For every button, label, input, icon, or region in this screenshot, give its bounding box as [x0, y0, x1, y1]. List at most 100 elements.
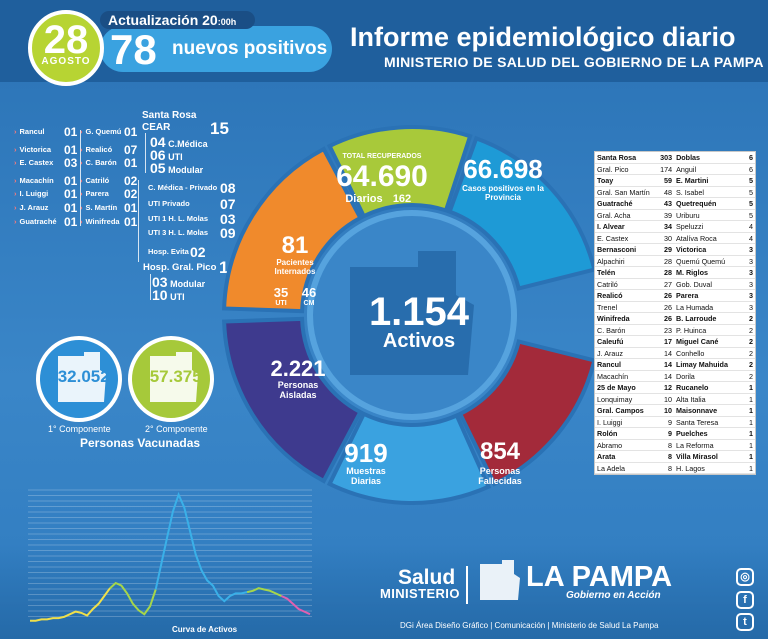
table-row: La Adela 8 H. Lagos 1 — [595, 463, 755, 474]
bullet-icon: › — [80, 217, 83, 226]
bullet-icon: › — [80, 189, 83, 198]
locality-cell: Catriló — [597, 279, 618, 289]
facebook-icon[interactable]: f — [736, 591, 754, 609]
locality-name: J. Arauz — [19, 203, 49, 212]
ring-infographic — [222, 125, 597, 505]
recovered-label: TOTAL RECUPERADOS — [342, 153, 422, 160]
count-cell: 4 — [749, 222, 753, 231]
count-cell: 59 — [664, 176, 673, 185]
daily-label: Diarios — [345, 193, 383, 205]
locality-value: 01 — [124, 125, 138, 139]
bullet-icon: › — [80, 127, 83, 136]
curve-line — [280, 595, 311, 616]
table-row: Macachín 14 Dorila 2 — [595, 371, 755, 382]
locality-item: › I. Luiggi 01 — [14, 187, 77, 201]
positive-cases-label: Casos positivos en la Provincia — [462, 184, 544, 202]
recovered-value: 64.690 — [336, 160, 428, 193]
locality-cell: Rucanelo — [676, 383, 709, 392]
locality-cell: 25 de Mayo — [597, 383, 636, 392]
bullet-icon: › — [14, 176, 17, 185]
isolated-value: 2.221 — [270, 356, 326, 381]
table-row: Realicó 26 Parera 3 — [595, 290, 755, 302]
locality-name: G. Quemú — [85, 127, 122, 136]
locality-cell: Telén — [597, 268, 616, 277]
locality-cell: Lonquimay — [597, 394, 633, 404]
cear-item-value: 05 — [150, 160, 166, 176]
table-row: Catriló 27 Gob. Duval 3 — [595, 279, 755, 290]
locality-value: 01 — [64, 215, 78, 229]
locality-cell: Gral. Pico — [597, 164, 629, 174]
locality-cell: Doblas — [676, 153, 701, 162]
locality-name: Winifreda — [85, 217, 120, 226]
locality-cell: J. Arauz — [597, 348, 623, 358]
locality-cell: Rancul — [597, 360, 621, 369]
locality-cell: Quetrequén — [676, 199, 717, 208]
bullet-icon: › — [14, 158, 17, 167]
locality-cell: Miguel Cané — [676, 337, 719, 346]
table-row: C. Barón 23 P. Huinca 2 — [595, 325, 755, 336]
cear-item-value: 06 — [150, 147, 166, 163]
locality-name: I. Luiggi — [19, 189, 49, 198]
table-row: Winifreda 26 B. Larroude 2 — [595, 313, 755, 325]
province-map-icon — [150, 352, 198, 402]
instagram-icon[interactable]: ◎ — [736, 568, 754, 586]
locality-item: › G. Quemú 01 — [80, 125, 137, 139]
active-label: Activos — [382, 330, 456, 352]
hospital-item: UTI 3 H. L. Molas 09 — [148, 225, 236, 241]
table-row: Rancul 14 Limay Mahuida 2 — [595, 359, 755, 371]
curve-line — [109, 581, 157, 616]
count-cell: 1 — [749, 406, 753, 415]
table-row: Gral. Acha 39 Uriburu 5 — [595, 210, 755, 221]
table-row: Gral. Pico 174 Anguil 6 — [595, 164, 755, 175]
ministerio-logo-text: MINISTERIO — [380, 586, 460, 601]
count-cell: 23 — [664, 325, 673, 335]
locality-cell: Limay Mahuida — [676, 360, 728, 369]
bullet-icon: › — [14, 203, 17, 212]
hospital-value: 09 — [220, 225, 236, 241]
pico-item-name: Modular — [170, 279, 206, 289]
table-row: Gral. San Martín 48 S. Isabel 5 — [595, 187, 755, 198]
locality-value: 02 — [124, 174, 138, 188]
locality-cell: Realicó — [597, 291, 623, 300]
province-map-icon — [58, 352, 106, 402]
locality-cell: La Reforma — [676, 440, 714, 450]
locality-cell: Rolón — [597, 429, 618, 438]
update-pill: Actualización 20:00h — [100, 11, 255, 29]
count-cell: 30 — [664, 233, 673, 243]
deceased-segment — [457, 339, 597, 487]
count-cell: 3 — [749, 279, 753, 289]
count-cell: 43 — [664, 199, 673, 208]
table-row: 25 de Mayo 12 Rucanelo 1 — [595, 382, 755, 394]
locality-cell: Conhello — [676, 348, 705, 358]
count-cell: 303 — [660, 153, 673, 162]
vaccine-first-value: 232.052 — [48, 367, 110, 386]
locality-item: › C. Barón 01 — [80, 156, 137, 170]
vaccine-second-value: 157.375 — [140, 367, 202, 386]
table-row: Telén 28 M. Riglos 3 — [595, 267, 755, 279]
count-cell: 1 — [749, 394, 753, 404]
count-cell: 39 — [664, 210, 673, 220]
cear-item-name: C.Médica — [168, 139, 208, 149]
locality-cell: Victorica — [676, 245, 707, 254]
la-pampa-logo-text: LA PAMPA — [526, 561, 673, 593]
count-cell: 8 — [668, 452, 673, 461]
locality-value: 01 — [64, 187, 78, 201]
cear-item: 06 UTI — [150, 147, 183, 163]
locality-item: › Realicó 07 — [80, 143, 137, 157]
new-positives-label: nuevos positivos — [172, 38, 328, 59]
salud-logo-text: Salud — [398, 566, 456, 589]
active-cases-chart — [28, 489, 312, 622]
pico-line — [150, 274, 151, 300]
isolated-label: Personas Aisladas — [277, 380, 319, 400]
locality-cell: Anguil — [676, 164, 697, 174]
locality-cell: La Humada — [676, 302, 714, 312]
pico-item-name: UTI — [170, 292, 185, 302]
count-cell: 1 — [749, 440, 753, 450]
date-day: 28 — [43, 18, 89, 62]
locality-cell: P. Huinca — [676, 325, 707, 335]
divider-line — [80, 130, 81, 226]
twitter-icon[interactable]: t — [736, 613, 754, 631]
cear-item: 05 Modular — [150, 160, 203, 176]
locality-cell: Gob. Duval — [676, 279, 712, 289]
cear-line — [145, 133, 146, 173]
